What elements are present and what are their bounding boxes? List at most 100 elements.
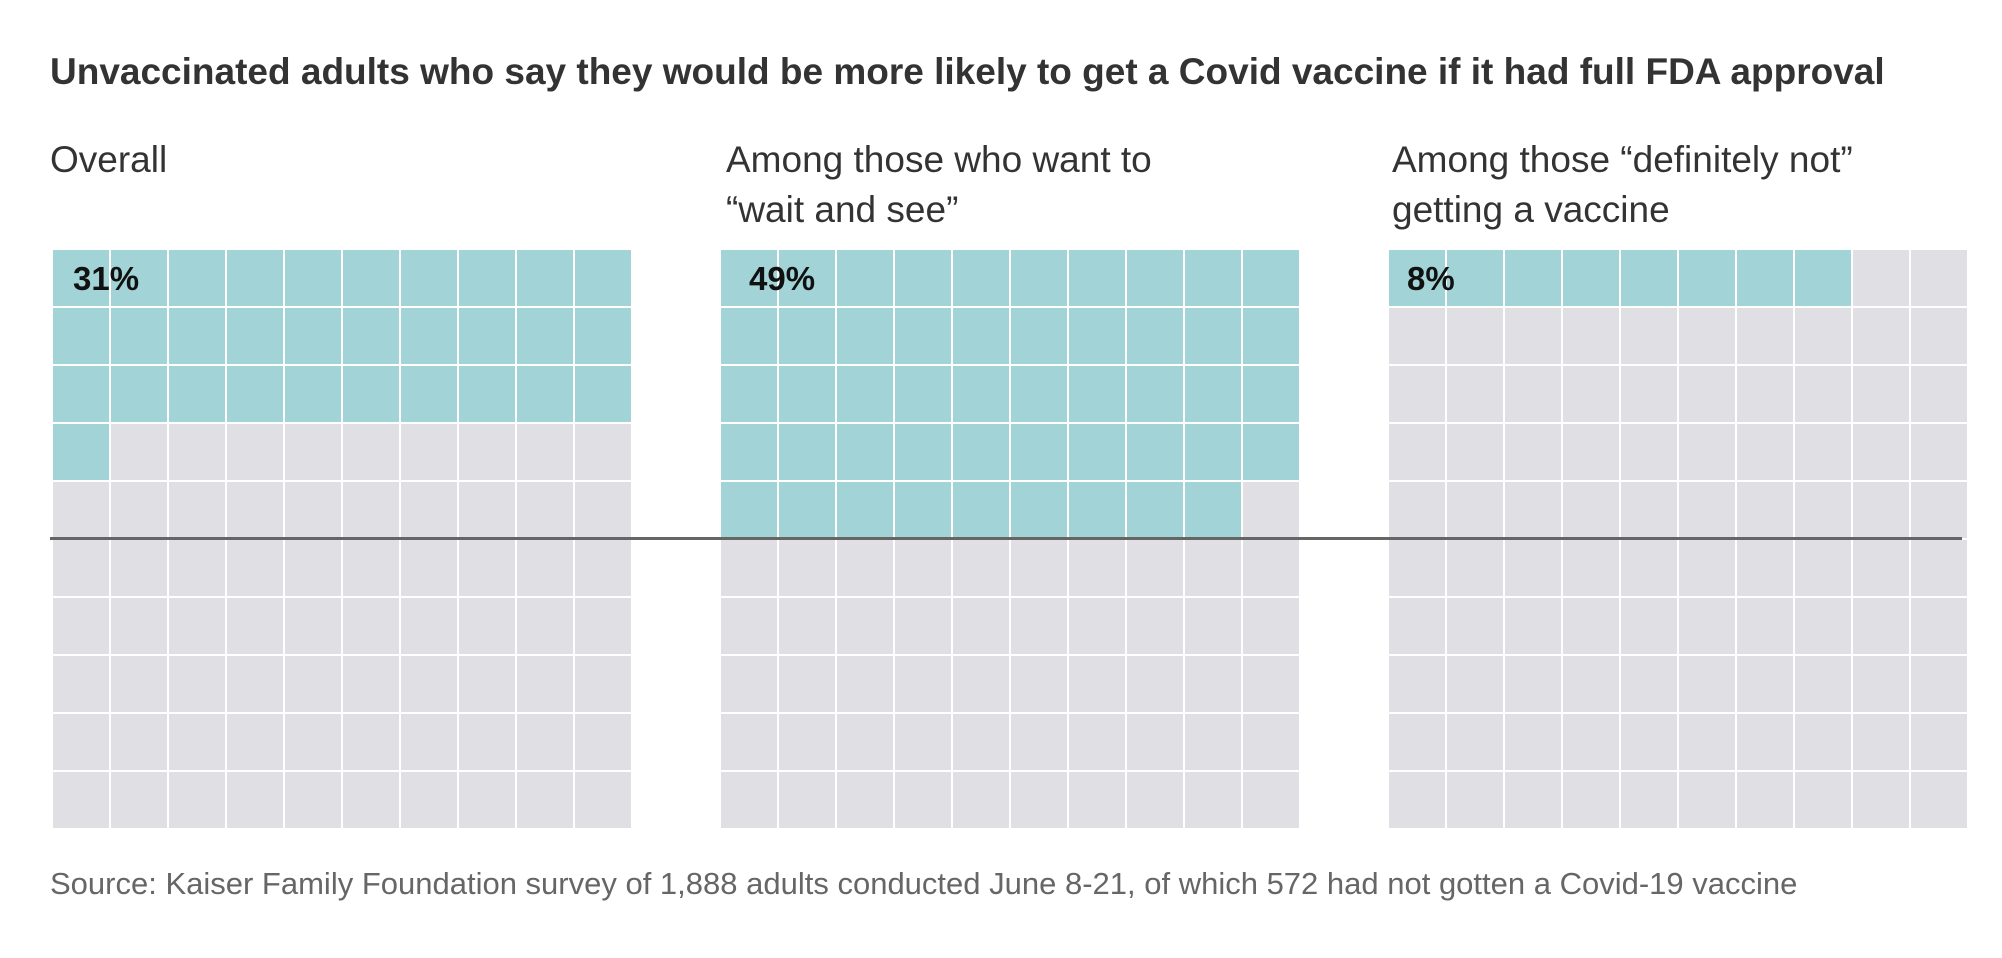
waffle-cell-empty <box>1447 540 1503 596</box>
waffle-cell-empty <box>1447 598 1503 654</box>
waffle-cell-filled <box>53 250 109 306</box>
waffle-cell-empty <box>1853 250 1909 306</box>
waffle-cell-empty <box>1679 482 1735 538</box>
waffle-cell-empty <box>1621 598 1677 654</box>
waffle-cell-filled <box>953 482 1009 538</box>
waffle-cell-filled <box>169 366 225 422</box>
waffle-cell-empty <box>517 772 573 828</box>
waffle-cell-filled <box>895 482 951 538</box>
waffle-cell-empty <box>1069 540 1125 596</box>
waffle-cell-empty <box>721 714 777 770</box>
waffle-cell-empty <box>1679 540 1735 596</box>
waffle-cell-empty <box>953 656 1009 712</box>
waffle-cell-empty <box>1505 656 1561 712</box>
waffle-cell-empty <box>1737 540 1793 596</box>
waffle-cell-empty <box>721 656 777 712</box>
waffle-cell-filled <box>1243 308 1299 364</box>
waffle-cell-empty <box>111 482 167 538</box>
waffle-cell-filled <box>837 250 893 306</box>
waffle-cell-empty <box>953 598 1009 654</box>
waffle-cell-empty <box>401 656 457 712</box>
waffle-cell-empty <box>111 424 167 480</box>
waffle-cell-empty <box>1737 482 1793 538</box>
waffle-cell-filled <box>517 308 573 364</box>
waffle-cell-empty <box>401 540 457 596</box>
waffle-cell-empty <box>53 598 109 654</box>
waffle-cell-empty <box>575 540 631 596</box>
waffle-cell-empty <box>1679 772 1735 828</box>
waffle-cell-empty <box>401 772 457 828</box>
panel-label-definitely-not: Among those “definitely not” getting a v… <box>1392 135 1853 235</box>
waffle-cell-filled <box>459 250 515 306</box>
waffle-cell-filled <box>227 308 283 364</box>
waffle-cell-empty <box>517 540 573 596</box>
waffle-cell-empty <box>837 772 893 828</box>
waffle-cell-empty <box>1447 308 1503 364</box>
waffle-cell-empty <box>1853 598 1909 654</box>
waffle-cell-empty <box>401 598 457 654</box>
waffle-cell-filled <box>1127 250 1183 306</box>
waffle-cell-empty <box>779 714 835 770</box>
waffle-cell-empty <box>1185 714 1241 770</box>
waffle-cell-empty <box>285 598 341 654</box>
waffle-cell-filled <box>895 424 951 480</box>
waffle-cell-empty <box>1853 540 1909 596</box>
waffle-cell-empty <box>1911 598 1967 654</box>
waffle-cell-empty <box>227 482 283 538</box>
waffle-cell-empty <box>285 424 341 480</box>
waffle-cell-empty <box>227 772 283 828</box>
waffle-cell-empty <box>1069 598 1125 654</box>
waffle-cell-empty <box>1679 424 1735 480</box>
waffle-cell-filled <box>779 366 835 422</box>
waffle-cell-filled <box>953 424 1009 480</box>
waffle-cell-empty <box>779 540 835 596</box>
waffle-cell-empty <box>459 482 515 538</box>
waffle-cell-filled <box>1243 424 1299 480</box>
waffle-cell-empty <box>285 540 341 596</box>
waffle-cell-empty <box>1911 366 1967 422</box>
waffle-cell-empty <box>1911 772 1967 828</box>
waffle-cell-empty <box>1737 308 1793 364</box>
waffle-cell-empty <box>1069 772 1125 828</box>
panel-label-overall: Overall <box>50 135 167 185</box>
waffle-cell-empty <box>1505 482 1561 538</box>
waffle-cell-empty <box>1795 772 1851 828</box>
waffle-cell-filled <box>953 366 1009 422</box>
waffle-cell-filled <box>575 308 631 364</box>
waffle-cell-empty <box>1563 598 1619 654</box>
waffle-cell-filled <box>575 250 631 306</box>
waffle-cell-filled <box>837 424 893 480</box>
waffle-cell-filled <box>1069 308 1125 364</box>
waffle-cell-empty <box>953 540 1009 596</box>
waffle-cell-empty <box>1389 598 1445 654</box>
waffle-cell-empty <box>1911 482 1967 538</box>
waffle-cell-empty <box>1243 772 1299 828</box>
waffle-cell-empty <box>1447 482 1503 538</box>
waffle-cell-filled <box>779 424 835 480</box>
waffle-cell-empty <box>1621 424 1677 480</box>
waffle-cell-filled <box>837 482 893 538</box>
waffle-cell-filled <box>1185 366 1241 422</box>
waffle-cell-filled <box>111 250 167 306</box>
waffle-cell-empty <box>1069 714 1125 770</box>
waffle-cell-filled <box>1127 308 1183 364</box>
waffle-cell-empty <box>343 714 399 770</box>
waffle-cell-empty <box>459 772 515 828</box>
waffle-cell-filled <box>779 308 835 364</box>
waffle-cell-filled <box>1185 250 1241 306</box>
waffle-cell-empty <box>1505 424 1561 480</box>
waffle-cell-empty <box>1621 772 1677 828</box>
panel-label-line: Among those who want to <box>726 139 1152 180</box>
waffle-cell-filled <box>53 308 109 364</box>
waffle-cell-empty <box>1737 598 1793 654</box>
waffle-cell-empty <box>721 772 777 828</box>
waffle-cell-empty <box>1185 656 1241 712</box>
waffle-cell-empty <box>837 540 893 596</box>
waffle-cell-empty <box>1389 656 1445 712</box>
waffle-cell-empty <box>343 482 399 538</box>
waffle-cell-empty <box>111 772 167 828</box>
waffle-cell-empty <box>575 656 631 712</box>
waffle-cell-empty <box>895 714 951 770</box>
waffle-cell-empty <box>1795 308 1851 364</box>
waffle-cell-empty <box>1679 366 1735 422</box>
